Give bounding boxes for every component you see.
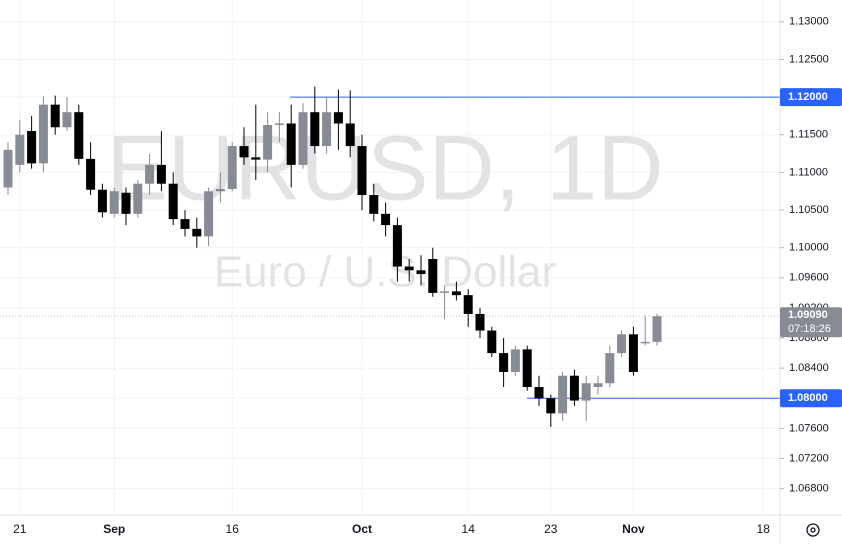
candle-body [310,112,320,147]
candle-body [369,195,379,214]
candle-body [227,146,237,189]
candle-body [333,112,343,124]
candle-body [416,270,426,275]
candle-body [274,123,284,125]
candle-body [534,387,544,399]
price-label: 1.08000 [788,392,828,404]
y-tick-label: 1.13000 [789,16,829,28]
candle-body [640,341,650,344]
watermark-description: Euro / U.S. Dollar [214,248,556,297]
candle-body [475,313,485,331]
candle-body [322,112,332,147]
price-label-box [780,88,842,107]
candle-body [345,123,355,147]
price-label-box [780,389,842,408]
y-tick-label: 1.07200 [789,452,829,464]
countdown-label: 07:18:26 [788,323,831,335]
candle-body [27,131,37,164]
candle-body [652,316,662,342]
candle-body [145,164,155,184]
candle-body [15,134,25,165]
y-tick-label: 1.11500 [789,129,828,141]
candle-body [180,219,190,229]
candle-body [617,334,627,354]
candle-body [558,375,568,414]
candle-body [451,291,461,296]
candle-body [239,146,249,158]
candle-body [251,157,261,160]
candle-body [440,291,450,293]
candle-body [62,112,72,128]
candle-body [522,349,532,388]
candle-body [215,188,225,192]
y-tick-label: 1.06800 [789,483,829,495]
candle-body [404,266,414,271]
candle-body [510,349,520,372]
candle-body [50,104,60,128]
x-tick-label: 18 [757,522,771,536]
candle-body [487,330,497,354]
candle-body [168,183,178,220]
y-tick-label: 1.11000 [789,166,828,178]
candle-body [546,398,556,414]
candle-body [74,112,84,159]
candle-body [499,353,509,372]
x-tick-label: Oct [352,522,372,536]
candle-body [628,334,638,372]
x-tick-label: Nov [622,522,645,536]
x-tick-label: 16 [226,522,240,536]
candle-body [3,149,13,188]
candle-body [204,191,214,237]
candle-body [133,183,143,214]
settings-center [810,527,816,533]
x-tick-label: 21 [13,522,27,536]
candle-body [286,123,296,165]
candle-body [192,228,202,237]
y-tick-label: 1.08400 [789,362,829,374]
candle-body [569,375,579,401]
price-label: 1.12000 [788,91,828,103]
candle-body [381,213,391,226]
watermark-symbol: EURUSD, 1D [106,117,663,219]
y-tick-label: 1.12500 [789,53,829,65]
candle-body [86,158,96,190]
y-tick-label: 1.10500 [789,204,829,216]
candle-body [121,192,131,214]
candle-body [38,104,48,164]
x-tick-label: 23 [544,522,558,536]
last-price-box [780,307,842,338]
candle-body [605,353,615,384]
candle-body [298,112,308,165]
y-tick-label: 1.09600 [789,272,829,284]
settings-ring [806,523,820,537]
settings-icon[interactable] [806,523,820,537]
candle-body [109,191,119,214]
candle-body [581,383,591,401]
y-tick-label: 1.07600 [789,422,829,434]
x-tick-label: 14 [462,522,476,536]
candle-body [593,383,603,388]
candle-body [357,146,367,196]
y-tick-label: 1.10000 [789,242,829,254]
candle-body [463,295,473,314]
candle-body [156,164,166,184]
candle-body [97,189,107,213]
candle-body [392,225,402,267]
x-tick-label: Sep [103,522,125,536]
last-price-label: 1.09090 [788,309,828,321]
candle-body [428,259,438,293]
candle-body [263,124,273,160]
